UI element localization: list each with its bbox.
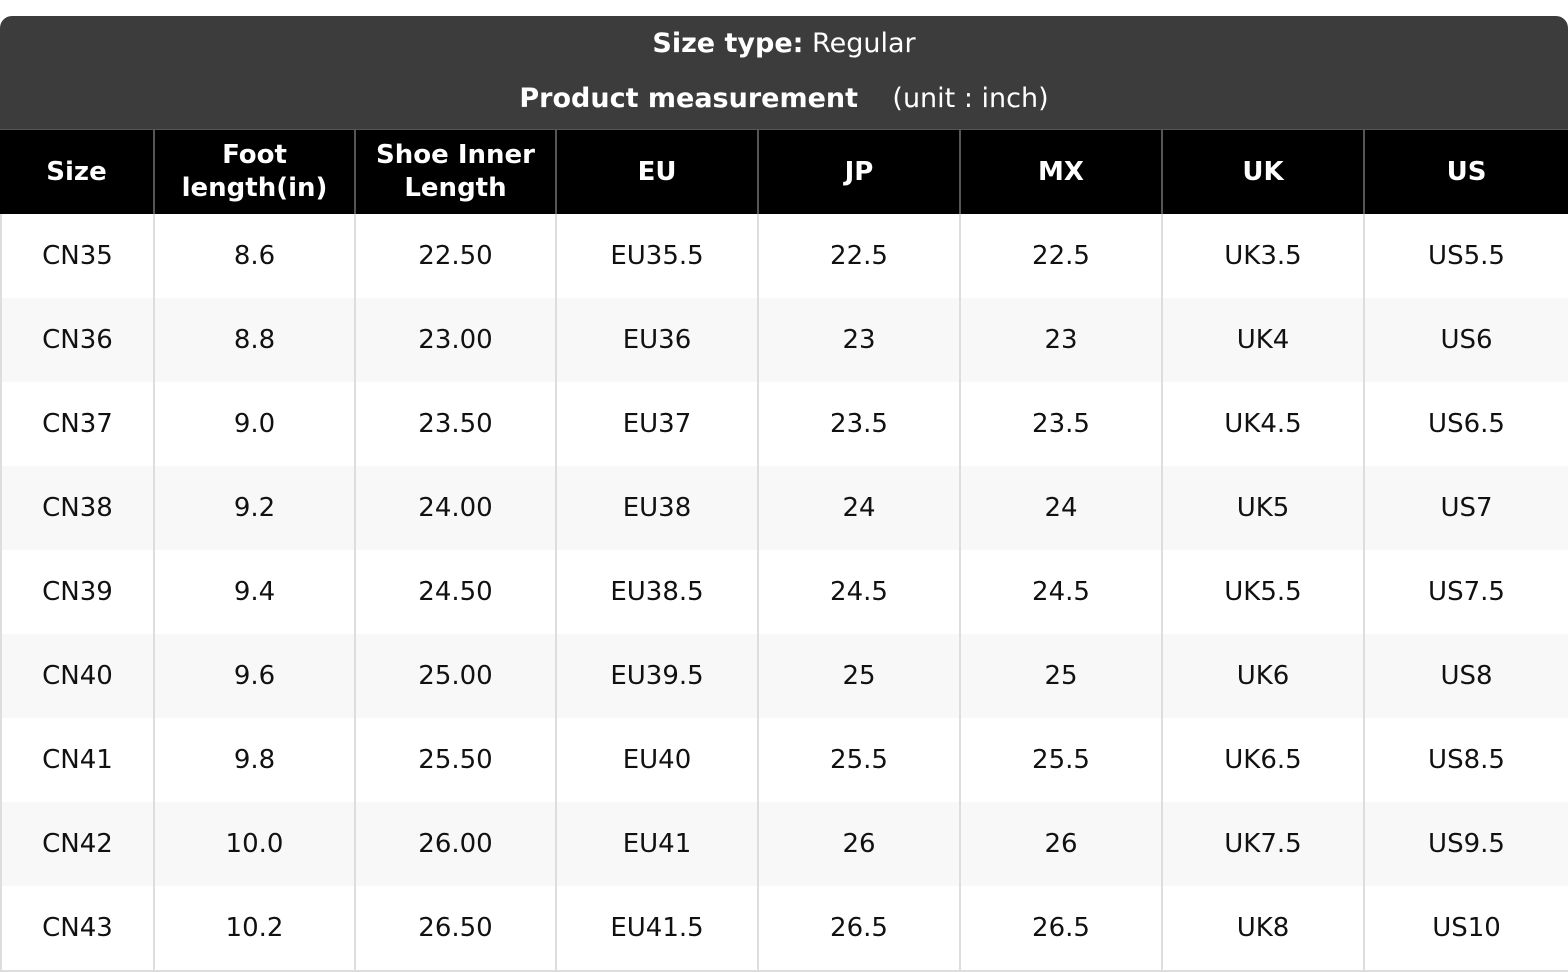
table-cell: 23.00 xyxy=(356,298,557,382)
chart-header: Size type: Regular Product measurement (… xyxy=(0,16,1568,129)
table-cell: 9.6 xyxy=(155,634,356,718)
table-cell: 25 xyxy=(961,634,1163,718)
table-cell: 23 xyxy=(961,298,1163,382)
table-cell: EU40 xyxy=(557,718,759,802)
table-cell: CN37 xyxy=(0,382,155,466)
table-cell: EU41.5 xyxy=(557,886,759,970)
table-cell: US7.5 xyxy=(1428,577,1505,607)
table-cell: 24.00 xyxy=(356,466,557,550)
table-cell: EU35.5 xyxy=(557,214,759,298)
table-cell: 23 xyxy=(759,298,961,382)
table-cell: EU37 xyxy=(557,382,759,466)
table-cell: UK4.5 xyxy=(1163,382,1365,466)
table-cell: UK8 xyxy=(1163,886,1365,970)
table-cell: 9.8 xyxy=(155,718,356,802)
table-cell: 22.5 xyxy=(961,214,1163,298)
table-cell: 8.6 xyxy=(155,214,356,298)
table-cell: EU39.5 xyxy=(557,634,759,718)
table-cell: EU36 xyxy=(557,298,759,382)
table-cell: 24.50 xyxy=(356,550,557,634)
table-cell: 22.5 xyxy=(759,214,961,298)
column-header: UK xyxy=(1163,129,1365,214)
column-header: JP xyxy=(759,129,961,214)
table-cell: 23.5 xyxy=(759,382,961,466)
table-cell: US9.5 xyxy=(1365,802,1568,886)
table-cell: US5.5 xyxy=(1428,241,1505,271)
table-cell: 22.50 xyxy=(356,214,557,298)
table-cell: 26.50 xyxy=(356,886,557,970)
table-cell: 24.5 xyxy=(961,550,1163,634)
table-cell: 26 xyxy=(759,802,961,886)
table-cell: CN35 xyxy=(0,214,155,298)
table-cell: EU41 xyxy=(557,802,759,886)
table-cell: UK3.5 xyxy=(1163,214,1365,298)
column-header: Shoe Inner Length xyxy=(356,129,557,214)
table-cell: 25.00 xyxy=(356,634,557,718)
size-type-label: Size type: xyxy=(652,28,804,59)
table-cell: CN42 xyxy=(0,802,155,886)
table-cell: US7 xyxy=(1365,466,1568,550)
table-cell: 26.5 xyxy=(961,886,1163,970)
table-cell: 26 xyxy=(961,802,1163,886)
table-cell: US10 xyxy=(1432,913,1501,943)
table-cell: US8 xyxy=(1365,634,1568,718)
table-cell: CN38 xyxy=(0,466,155,550)
table-cell: UK6.5 xyxy=(1163,718,1365,802)
size-chart: Size type: Regular Product measurement (… xyxy=(0,16,1568,972)
table-cell: 24 xyxy=(759,466,961,550)
table-cell: US6.5 xyxy=(1428,409,1505,439)
column-header: Size xyxy=(0,129,155,214)
table-cell: UK5 xyxy=(1163,466,1365,550)
table-cell: US8.5 xyxy=(1428,745,1505,775)
table-cell: 26.5 xyxy=(759,886,961,970)
table-cell: CN41 xyxy=(0,718,155,802)
table-cell: 25.5 xyxy=(759,718,961,802)
table-cell: EU38 xyxy=(557,466,759,550)
unit: (unit : inch) xyxy=(892,83,1049,114)
table-cell: CN43 xyxy=(0,886,155,970)
table-cell: EU38.5 xyxy=(557,550,759,634)
table-cell: US6 xyxy=(1365,298,1568,382)
table-cell: 9.4 xyxy=(155,550,356,634)
table-cell: 23.50 xyxy=(356,382,557,466)
table-cell: UK4 xyxy=(1163,298,1365,382)
table-cell: CN39 xyxy=(0,550,155,634)
table-cell: 9.2 xyxy=(155,466,356,550)
table-cell: UK6 xyxy=(1163,634,1365,718)
column-header: Foot length(in) xyxy=(155,129,356,214)
table-cell: CN40 xyxy=(0,634,155,718)
measurement-label: Product measurement xyxy=(519,83,859,114)
table-cell: 23.5 xyxy=(961,382,1163,466)
table-cell: 25 xyxy=(759,634,961,718)
table-cell: UK5.5 xyxy=(1163,550,1365,634)
table-cell: 26.00 xyxy=(356,802,557,886)
size-table: Size Foot length(in) Shoe Inner Length EU JP… xyxy=(0,129,1568,970)
table-cell: 10.2 xyxy=(155,886,356,970)
table-cell: 25.50 xyxy=(356,718,557,802)
table-cell: UK7.5 xyxy=(1163,802,1365,886)
table-cell: 8.8 xyxy=(155,298,356,382)
table-cell: 25.5 xyxy=(961,718,1163,802)
size-type-line: Size type: Regular xyxy=(0,28,1568,59)
column-header: EU xyxy=(557,129,759,214)
table-cell: CN36 xyxy=(0,298,155,382)
table-cell: 24 xyxy=(961,466,1163,550)
table-cell: 10.0 xyxy=(155,802,356,886)
size-type: Regular xyxy=(812,28,916,59)
measurement-line: Product measurement (unit : inch) xyxy=(0,83,1568,114)
table-cell: 9.0 xyxy=(155,382,356,466)
column-header: US xyxy=(1365,129,1568,214)
table-cell: 24.5 xyxy=(759,550,961,634)
column-header: MX xyxy=(961,129,1163,214)
